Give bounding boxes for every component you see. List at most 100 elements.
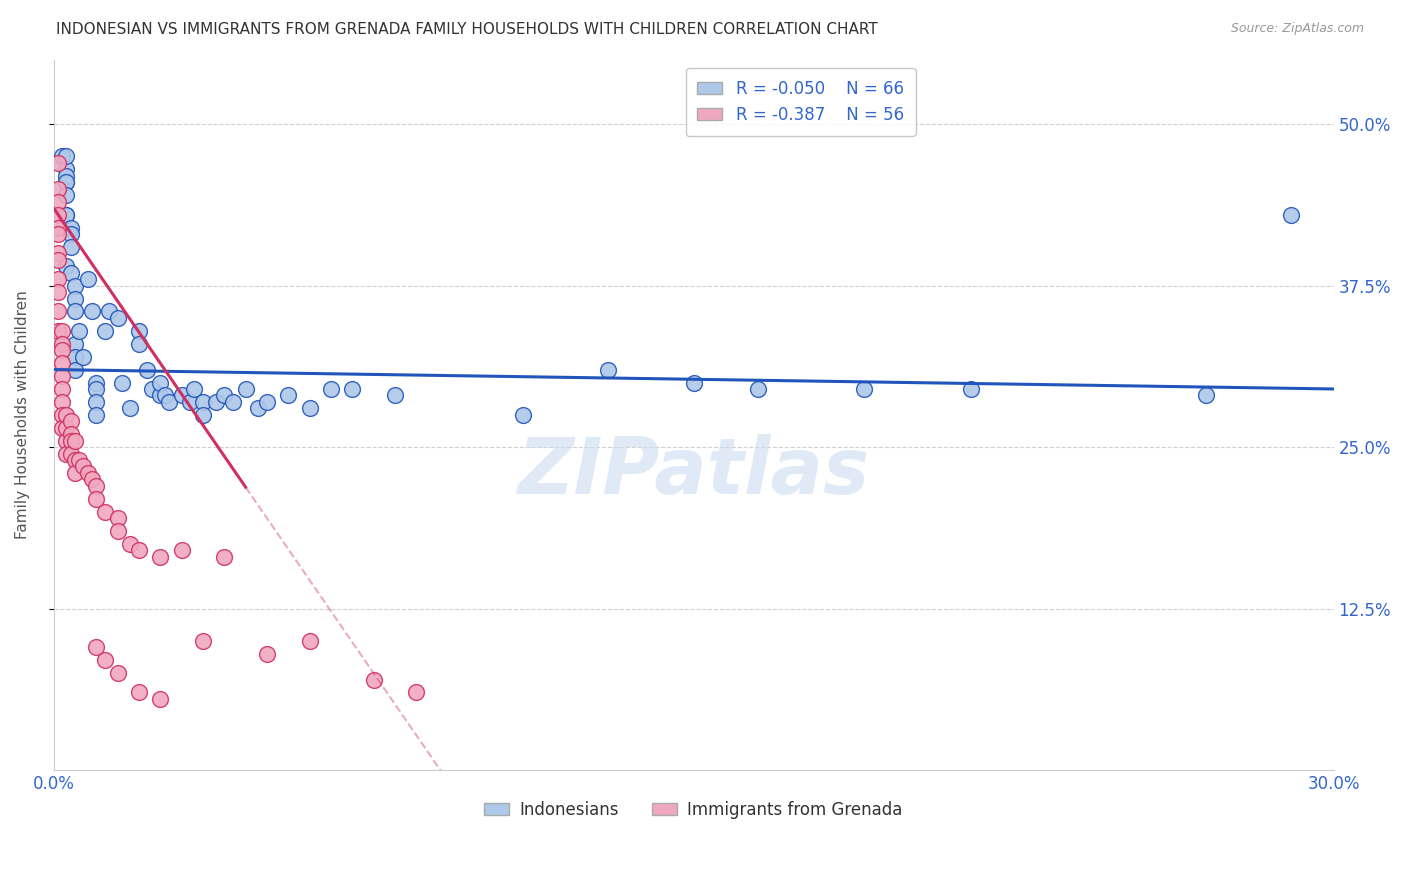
Point (84, 395, 107, 409)
Point (51, 408, 73, 422)
Point (46, 285, 69, 299)
Point (94, 653, 117, 667)
Point (76, 272, 98, 286)
Point (235, 382, 257, 396)
Point (107, 310, 129, 325)
Point (222, 395, 245, 409)
Point (84, 491, 107, 506)
Point (84, 479, 107, 493)
Point (55, 259, 77, 273)
Point (67, 453, 90, 467)
Point (46, 227, 69, 241)
Point (51, 382, 73, 396)
Point (363, 673, 385, 687)
Point (63, 336, 86, 351)
Point (46, 220, 69, 235)
Point (298, 633, 321, 648)
Point (51, 356, 73, 370)
Point (128, 685, 150, 699)
Point (46, 208, 69, 222)
Point (157, 395, 180, 409)
Point (1194, 388, 1216, 402)
Point (63, 304, 86, 318)
Point (128, 324, 150, 338)
Point (46, 246, 69, 260)
Point (55, 446, 77, 460)
Text: INDONESIAN VS IMMIGRANTS FROM GRENADA FAMILY HOUSEHOLDS WITH CHILDREN CORRELATIO: INDONESIAN VS IMMIGRANTS FROM GRENADA FA… (56, 22, 877, 37)
Point (256, 647, 278, 661)
Point (214, 388, 236, 402)
Point (72, 459, 94, 474)
Point (960, 382, 983, 396)
Point (63, 292, 86, 306)
Point (204, 395, 226, 409)
Point (128, 336, 150, 351)
Point (94, 505, 117, 519)
Point (256, 395, 278, 409)
Point (63, 434, 86, 448)
Point (384, 388, 406, 402)
Point (191, 633, 214, 648)
Point (128, 543, 150, 558)
Point (149, 549, 172, 564)
Text: Source: ZipAtlas.com: Source: ZipAtlas.com (1230, 22, 1364, 36)
Text: ZIPatlas: ZIPatlas (517, 434, 870, 509)
Point (67, 324, 90, 338)
Point (298, 401, 321, 416)
Point (191, 395, 214, 409)
Point (84, 640, 107, 655)
Point (84, 408, 107, 422)
Point (98, 304, 121, 318)
Point (214, 549, 236, 564)
Point (55, 434, 77, 448)
Point (51, 369, 73, 384)
Point (55, 169, 77, 183)
Point (170, 388, 193, 402)
Point (107, 511, 129, 525)
Point (94, 324, 117, 338)
Point (51, 343, 73, 358)
Point (277, 388, 299, 402)
Point (682, 376, 704, 390)
Point (55, 408, 77, 422)
Point (55, 175, 77, 189)
Point (63, 350, 86, 364)
Point (84, 376, 107, 390)
Point (80, 304, 103, 318)
Point (512, 408, 534, 422)
Point (136, 362, 159, 376)
Point (72, 350, 94, 364)
Point (853, 382, 876, 396)
Point (120, 401, 142, 416)
Point (191, 408, 214, 422)
Point (319, 382, 342, 396)
Point (149, 388, 172, 402)
Legend: Indonesians, Immigrants from Grenada: Indonesians, Immigrants from Grenada (478, 794, 910, 826)
Point (59, 266, 82, 280)
Point (63, 362, 86, 376)
Point (107, 524, 129, 538)
Point (59, 220, 82, 235)
Point (80, 472, 103, 486)
Point (170, 543, 193, 558)
Point (63, 453, 86, 467)
Point (51, 149, 73, 163)
Point (1279, 208, 1302, 222)
Y-axis label: Family Households with Children: Family Households with Children (15, 291, 30, 539)
Point (46, 272, 69, 286)
Point (59, 427, 82, 442)
Point (153, 388, 176, 402)
Point (84, 382, 107, 396)
Point (55, 175, 77, 189)
Point (342, 382, 364, 396)
Point (55, 208, 77, 222)
Point (598, 362, 620, 376)
Point (247, 401, 270, 416)
Point (63, 278, 86, 293)
Point (59, 446, 82, 460)
Point (55, 208, 77, 222)
Point (120, 537, 142, 551)
Point (46, 182, 69, 196)
Point (149, 692, 172, 706)
Point (183, 382, 205, 396)
